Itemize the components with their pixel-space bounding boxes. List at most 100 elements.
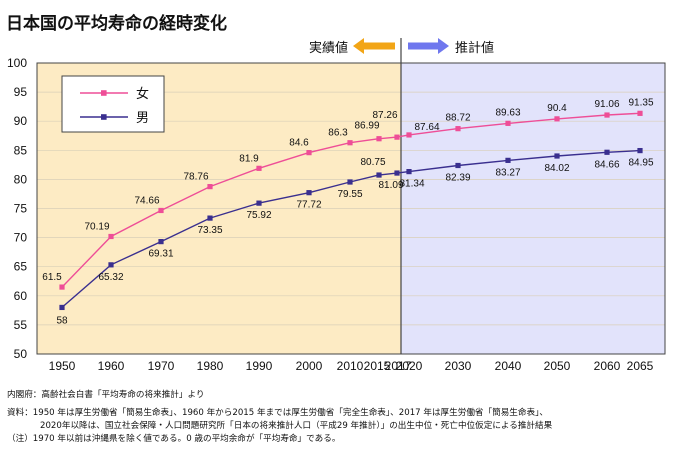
x-tick-label: 2015 bbox=[364, 359, 391, 373]
y-tick-label: 60 bbox=[14, 289, 28, 303]
legend: 女 男 bbox=[61, 75, 165, 133]
legend-marker-female bbox=[101, 90, 107, 96]
y-tick-label: 80 bbox=[14, 172, 28, 186]
data-label: 84.66 bbox=[594, 159, 619, 170]
data-point bbox=[505, 120, 511, 126]
y-tick-label: 85 bbox=[14, 143, 28, 157]
data-point bbox=[455, 162, 461, 169]
data-label: 81.9 bbox=[239, 153, 259, 164]
data-point bbox=[637, 110, 643, 116]
data-point bbox=[59, 304, 65, 311]
data-label: 83.27 bbox=[495, 167, 520, 178]
data-point bbox=[394, 134, 400, 140]
data-point bbox=[306, 150, 312, 156]
note-remark: （注）1970 年以前は沖縄県を除く値である。0 歳の平均余命が「平均寿命」であ… bbox=[7, 432, 340, 444]
data-label: 87.64 bbox=[414, 122, 439, 133]
chart-title: 日本国の平均寿命の経時変化 bbox=[6, 13, 227, 34]
zone-header: 実績値 推計値 bbox=[309, 38, 494, 56]
data-point bbox=[347, 140, 353, 146]
data-label: 84.02 bbox=[544, 163, 569, 174]
x-tick-label: 2040 bbox=[495, 359, 522, 373]
data-label: 58 bbox=[56, 315, 68, 326]
data-label: 81.34 bbox=[399, 179, 424, 190]
data-label: 89.63 bbox=[495, 107, 520, 118]
actual-values-label: 実績値 bbox=[309, 40, 348, 56]
data-label: 75.92 bbox=[246, 210, 271, 221]
legend-marker-male bbox=[101, 114, 107, 120]
note-source: 内閣府：高齢社会白書「平均寿命の将来推計」より bbox=[7, 388, 205, 400]
series-layer: 61.5 70.19 74.66 78.76 81.9 84.6 86.3 86.9987.2… bbox=[42, 97, 654, 326]
y-axis: 50 55 60 65 70 75 80 85 90 95 100 bbox=[7, 56, 27, 361]
data-point bbox=[256, 165, 262, 171]
data-label: 69.31 bbox=[148, 249, 173, 260]
data-point bbox=[455, 126, 461, 132]
data-label: 91.06 bbox=[594, 99, 619, 110]
data-label: 81.09 bbox=[378, 180, 403, 191]
x-tick-label: 2050 bbox=[544, 359, 571, 373]
data-point bbox=[376, 136, 382, 142]
y-tick-label: 65 bbox=[14, 260, 28, 274]
series-female: 61.5 70.19 74.66 78.76 81.9 84.6 86.3 86.9987.2… bbox=[42, 97, 654, 290]
arrow-right-icon bbox=[408, 38, 449, 54]
x-tick-label: 1960 bbox=[98, 359, 125, 373]
x-tick-label: 2030 bbox=[445, 359, 472, 373]
data-point bbox=[406, 132, 412, 138]
data-label: 61.5 bbox=[42, 272, 62, 283]
data-label: 86.3 bbox=[328, 128, 348, 139]
data-label: 77.72 bbox=[296, 200, 321, 211]
y-tick-label: 50 bbox=[14, 347, 28, 361]
data-label: 78.76 bbox=[183, 172, 208, 183]
data-label: 88.72 bbox=[445, 113, 470, 124]
x-tick-label: 2017 bbox=[385, 359, 412, 373]
data-label: 79.55 bbox=[337, 189, 362, 200]
legend-item-male: 男 bbox=[80, 111, 149, 126]
data-point bbox=[604, 149, 610, 155]
x-tick-label: 2020 bbox=[396, 359, 423, 373]
data-point bbox=[108, 262, 114, 268]
x-tick-label: 1990 bbox=[246, 359, 273, 373]
data-point bbox=[306, 190, 312, 196]
data-point bbox=[108, 233, 114, 240]
y-tick-label: 100 bbox=[7, 56, 27, 70]
data-point bbox=[59, 284, 65, 290]
legend-item-female: 女 bbox=[80, 86, 149, 102]
x-tick-label: 1970 bbox=[148, 359, 175, 373]
data-point bbox=[637, 147, 643, 154]
x-tick-label: 2060 bbox=[594, 359, 621, 373]
legend-label-male: 男 bbox=[136, 111, 149, 126]
x-tick-label: 2065 bbox=[627, 359, 654, 373]
y-tick-label: 55 bbox=[14, 318, 28, 332]
data-label: 73.35 bbox=[197, 225, 222, 236]
x-tick-label: 1980 bbox=[197, 359, 224, 373]
x-tick-label: 2000 bbox=[296, 359, 323, 373]
data-point bbox=[505, 157, 511, 163]
data-point bbox=[207, 184, 213, 190]
data-label: 80.75 bbox=[360, 157, 385, 168]
x-tick-label: 2010 bbox=[337, 359, 364, 373]
data-label: 86.99 bbox=[354, 121, 379, 132]
data-label: 84.95 bbox=[628, 158, 653, 169]
data-point bbox=[394, 170, 400, 176]
data-label: 90.4 bbox=[547, 103, 567, 114]
data-point bbox=[158, 207, 164, 214]
data-point bbox=[554, 116, 560, 122]
data-label: 91.35 bbox=[628, 97, 653, 108]
data-label: 82.39 bbox=[445, 172, 470, 183]
y-tick-label: 90 bbox=[14, 114, 28, 128]
data-point bbox=[376, 172, 382, 178]
x-tick-label: 1950 bbox=[49, 359, 76, 373]
data-label: 84.6 bbox=[289, 138, 309, 149]
data-point bbox=[604, 112, 610, 118]
data-label: 74.66 bbox=[134, 195, 159, 206]
note-data-2: 2020年以降は、国立社会保障・人口問題研究所「日本の将来推計人口（平成29 年… bbox=[40, 419, 553, 431]
legend-label-female: 女 bbox=[136, 86, 149, 102]
data-point bbox=[158, 239, 164, 245]
data-label: 87.26 bbox=[372, 110, 397, 121]
series-male: 58 65.32 69.31 73.35 75.92 77.72 79.55 80.75 81.… bbox=[56, 147, 654, 326]
plot-frame bbox=[36, 62, 666, 355]
arrow-left-icon bbox=[353, 38, 395, 54]
data-point bbox=[256, 200, 262, 206]
data-point bbox=[554, 153, 560, 159]
data-label: 65.32 bbox=[98, 272, 123, 283]
